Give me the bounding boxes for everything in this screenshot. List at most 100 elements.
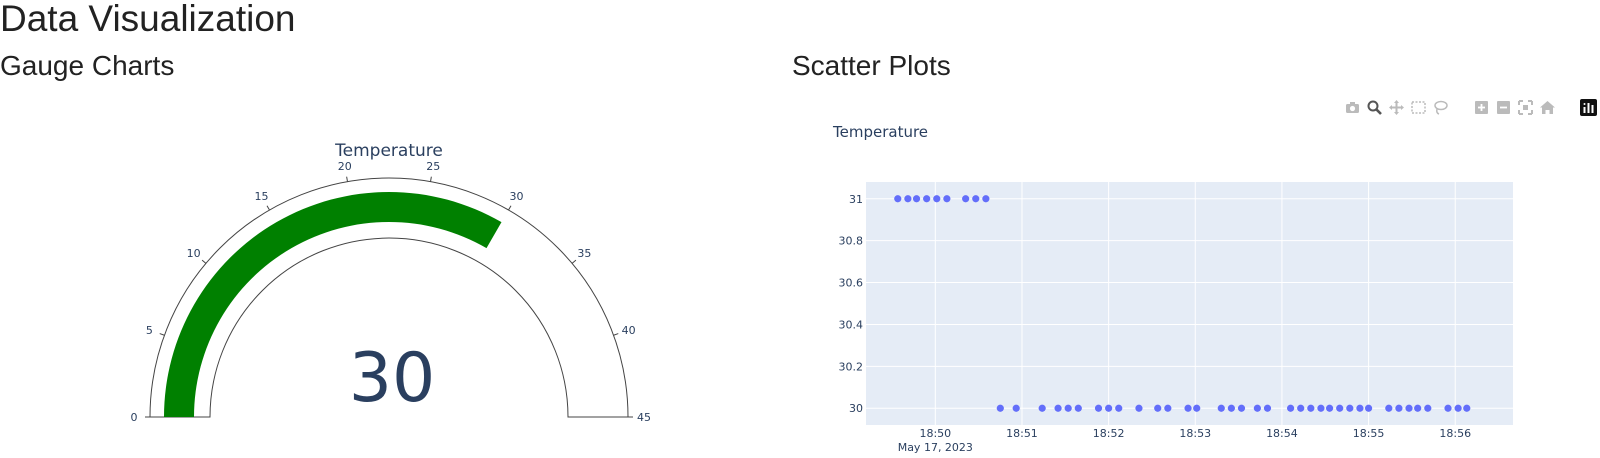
data-point[interactable] [1164, 404, 1172, 412]
gauge-tick [159, 333, 165, 336]
data-point[interactable] [1336, 404, 1344, 412]
gauge-chart: 0 5 10 15 20 25 30 35 40 45 Temperature 30 [131, 141, 652, 424]
data-point[interactable] [972, 195, 980, 203]
x-tick-label: 18:50 [919, 427, 951, 440]
data-point[interactable] [1405, 404, 1413, 412]
autoscale-icon [1518, 99, 1533, 115]
data-point[interactable] [1094, 404, 1103, 412]
gauge-tick-label: 20 [338, 160, 352, 173]
data-point[interactable] [1463, 404, 1471, 412]
gauge-tick [266, 205, 270, 211]
gauge-tick-label: 30 [510, 190, 524, 203]
x-tick-label: 18:53 [1179, 427, 1211, 440]
data-point[interactable] [1064, 404, 1072, 412]
plotly-logo-icon [1580, 98, 1597, 116]
zoom-button[interactable] [1366, 99, 1383, 116]
data-point[interactable] [996, 404, 1004, 412]
data-point[interactable] [933, 195, 941, 203]
x-tick-label: 18:54 [1266, 427, 1298, 440]
data-point[interactable] [1444, 404, 1452, 412]
zoom-in-button[interactable] [1473, 99, 1490, 116]
autoscale-button[interactable] [1517, 99, 1534, 116]
data-point[interactable] [1307, 404, 1315, 412]
gauge-tick-label: 5 [146, 324, 153, 337]
zoom-out-icon [1497, 100, 1510, 114]
y-tick-label: 30 [849, 402, 863, 415]
data-point[interactable] [1074, 404, 1082, 412]
gauge-value-number: 30 [349, 339, 436, 418]
y-tick-label: 31 [849, 193, 863, 206]
gauge-tick-label: 45 [637, 411, 651, 424]
plot-area[interactable] [866, 182, 1513, 425]
data-point[interactable] [923, 195, 931, 203]
gauge-tick [613, 333, 619, 336]
y-tick-label: 30.6 [839, 277, 864, 290]
y-tick-label: 30.4 [839, 318, 864, 331]
data-point[interactable] [1317, 404, 1325, 412]
data-point[interactable] [982, 195, 990, 203]
data-point[interactable] [1105, 404, 1113, 412]
data-point[interactable] [1364, 404, 1373, 412]
data-point[interactable] [1135, 404, 1143, 412]
y-tick-label: 30.2 [839, 360, 864, 373]
data-point[interactable] [912, 195, 921, 203]
scatter-title: Temperature [832, 123, 928, 141]
data-point[interactable] [1115, 404, 1123, 412]
reset-axes-button[interactable] [1539, 99, 1556, 116]
data-point[interactable] [1297, 404, 1305, 412]
camera-button[interactable] [1344, 99, 1361, 116]
y-tick-label: 30.8 [839, 235, 864, 248]
zoom-out-button[interactable] [1495, 99, 1512, 116]
data-point[interactable] [1237, 404, 1246, 412]
plotly-logo-button[interactable] [1580, 98, 1597, 116]
data-point[interactable] [1414, 404, 1422, 412]
gauge-tick-label: 25 [426, 160, 440, 173]
gauge-tick-label: 35 [577, 247, 591, 260]
scatter-section-title: Scatter Plots [792, 50, 951, 81]
x-tick-label: 18:56 [1439, 427, 1471, 440]
box-select-button[interactable] [1410, 99, 1427, 116]
data-point[interactable] [1325, 404, 1334, 412]
data-point[interactable] [1263, 404, 1272, 412]
gauge-value-bar [164, 192, 502, 417]
data-point[interactable] [1395, 404, 1403, 412]
gauge-tick-label: 15 [255, 190, 269, 203]
data-point[interactable] [1253, 404, 1261, 412]
gauge-section-title: Gauge Charts [0, 50, 175, 81]
zoom-in-icon [1475, 100, 1488, 114]
data-point[interactable] [1184, 404, 1192, 412]
gauge-title: Temperature [334, 141, 443, 161]
data-point[interactable] [1217, 404, 1225, 412]
data-point[interactable] [1356, 404, 1364, 412]
data-point[interactable] [894, 195, 902, 203]
x-tick-label: 18:51 [1006, 427, 1038, 440]
data-point[interactable] [1154, 404, 1162, 412]
gauge-tick-label: 40 [622, 324, 636, 337]
data-point[interactable] [962, 195, 970, 203]
gauge-tick [201, 259, 207, 264]
pan-icon [1389, 99, 1404, 115]
lasso-select-button[interactable] [1432, 99, 1449, 116]
gauge-tick [346, 176, 348, 182]
pan-button[interactable] [1388, 99, 1405, 116]
box-select-icon [1411, 100, 1426, 114]
data-point[interactable] [904, 195, 912, 203]
data-point[interactable] [1385, 404, 1393, 412]
x-tick-label: 18:52 [1093, 427, 1125, 440]
gauge-tick [508, 205, 512, 211]
data-point[interactable] [1038, 404, 1046, 412]
data-point[interactable] [1054, 404, 1062, 412]
lasso-select-icon [1434, 100, 1448, 115]
data-point[interactable] [1193, 404, 1201, 412]
data-point[interactable] [1346, 404, 1354, 412]
data-point[interactable] [1286, 404, 1295, 412]
x-tick-date: May 17, 2023 [898, 441, 973, 454]
data-point[interactable] [943, 195, 951, 203]
plot-modebar [1344, 97, 1597, 117]
data-point[interactable] [1227, 404, 1235, 412]
data-point[interactable] [1424, 404, 1432, 412]
data-point[interactable] [1454, 404, 1462, 412]
data-point[interactable] [1012, 404, 1020, 412]
reset-axes-icon [1540, 100, 1555, 114]
